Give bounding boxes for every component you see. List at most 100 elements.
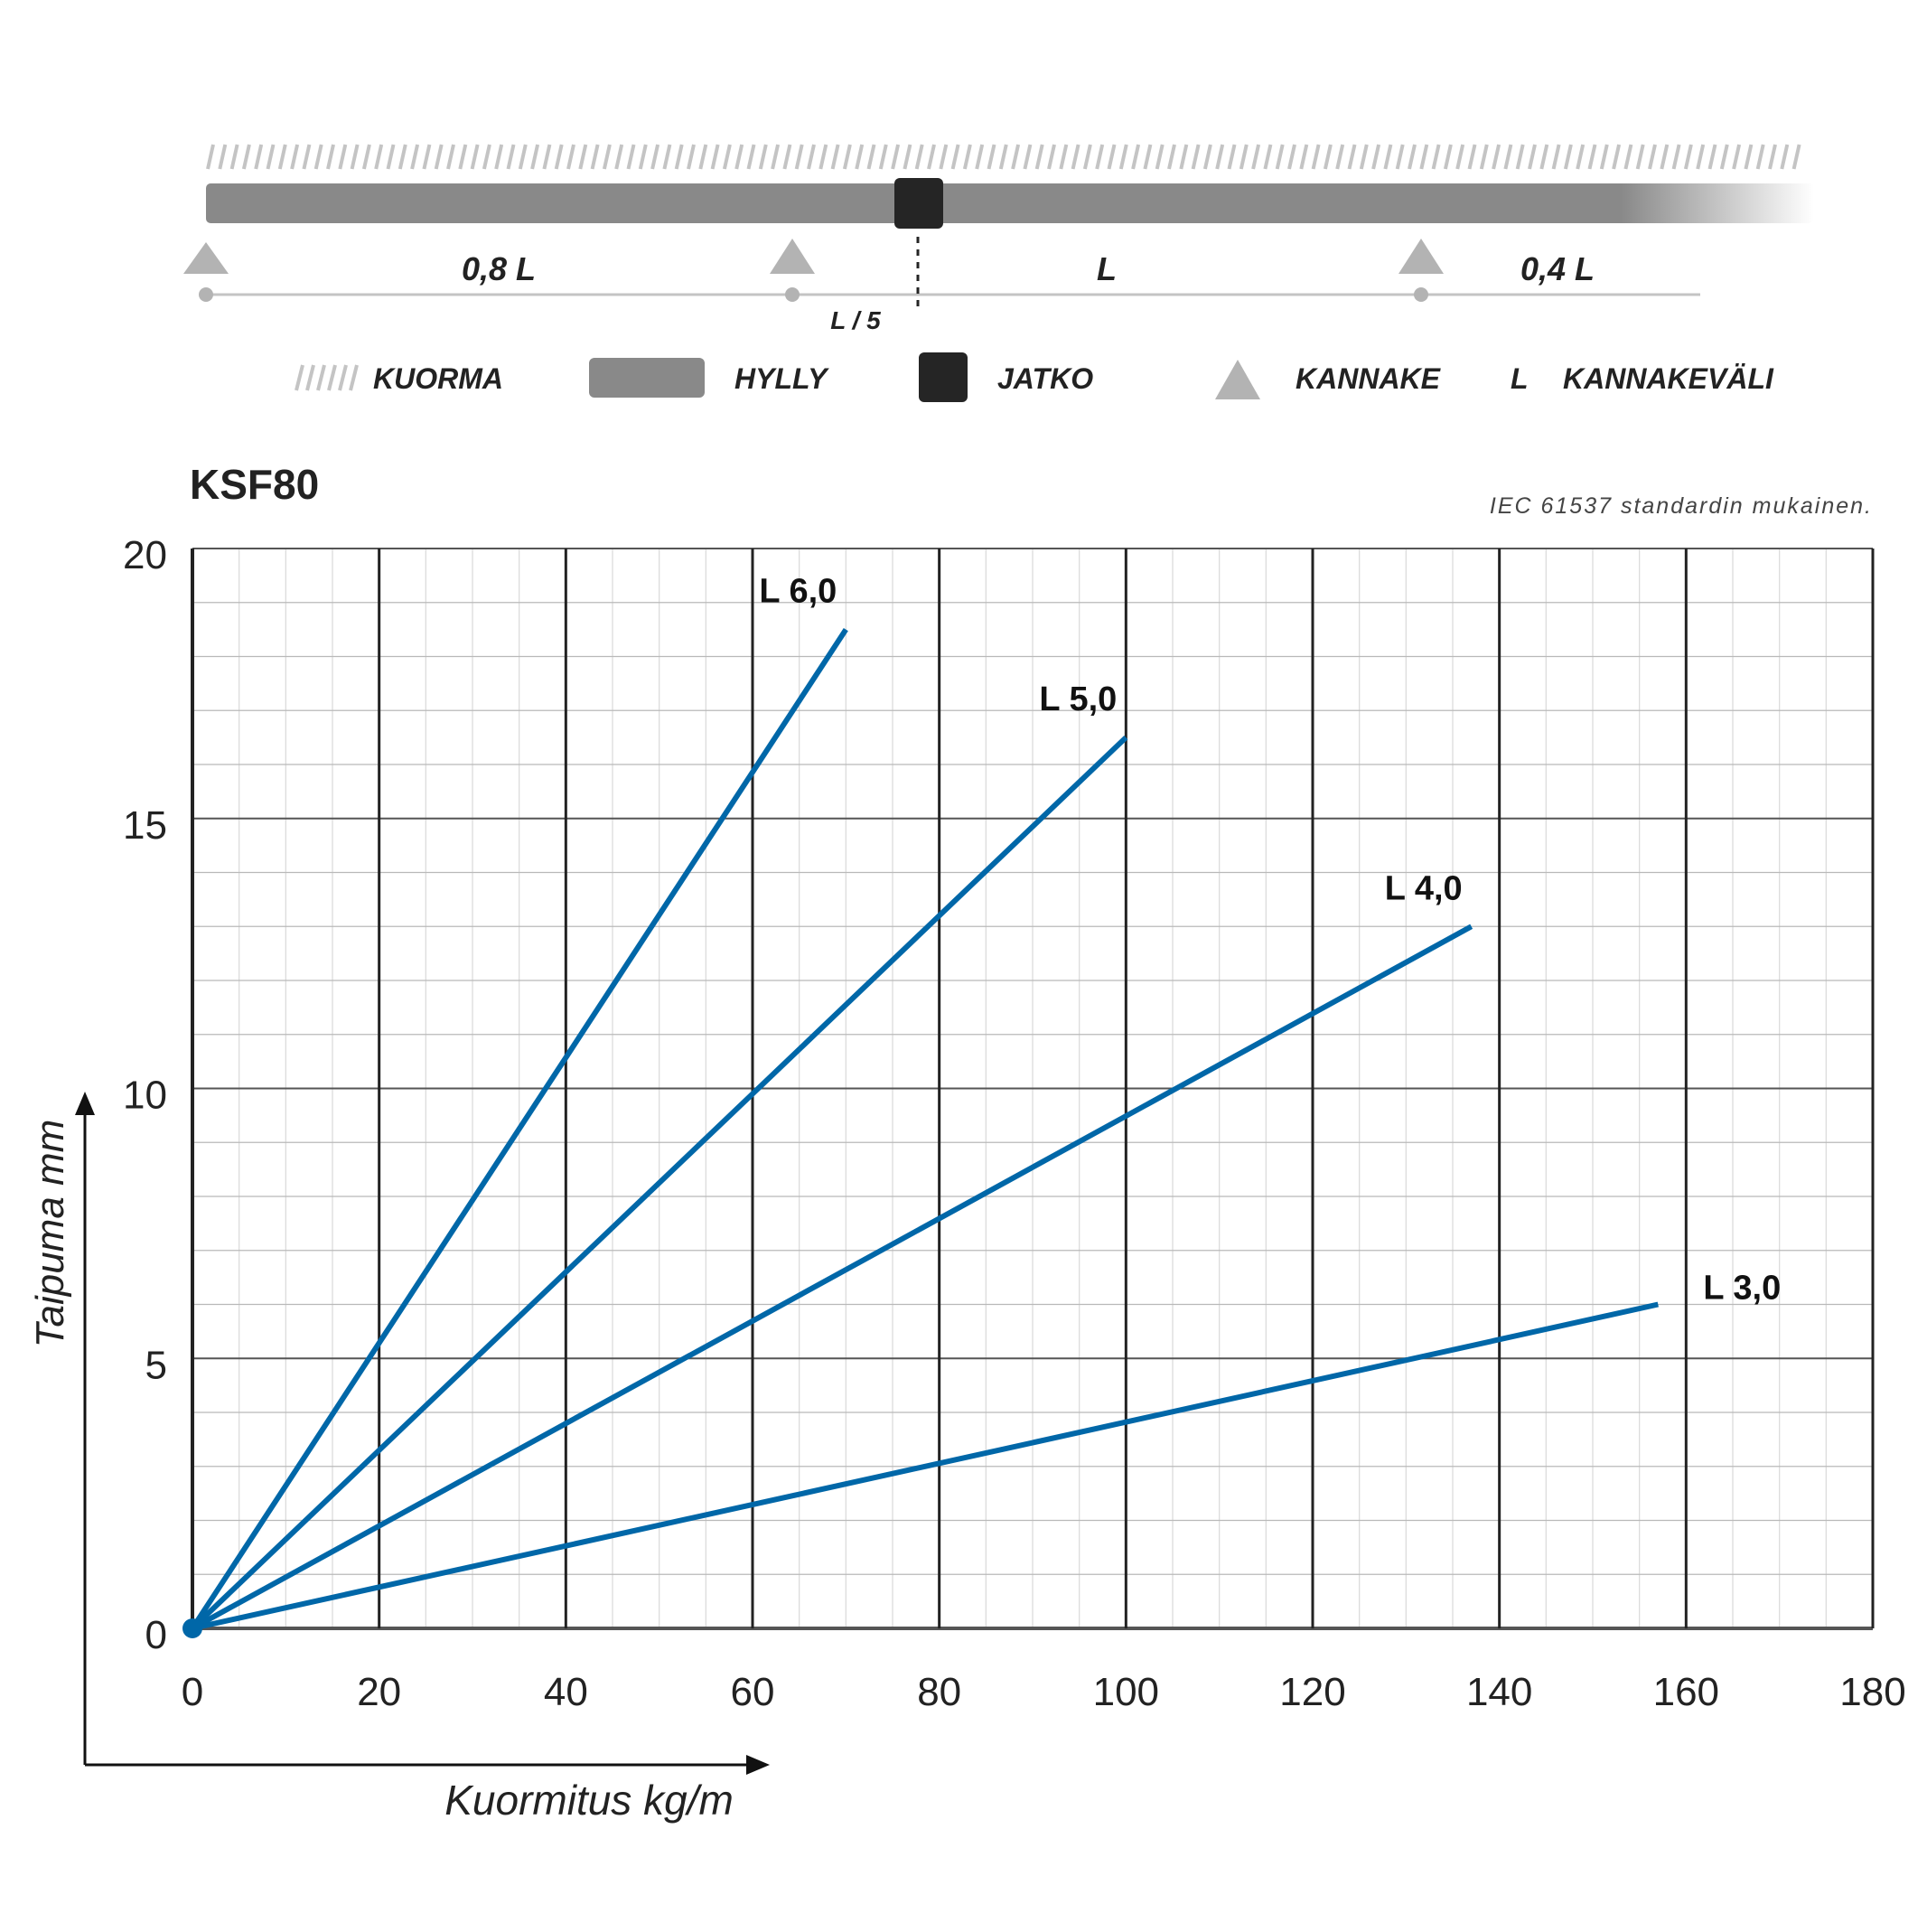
series-label: L 5,0 [1039, 680, 1117, 718]
square-icon [919, 352, 968, 402]
span-marker-1 [199, 287, 213, 302]
origin-point [182, 1618, 202, 1638]
hatch-mark [1023, 144, 1033, 170]
hatch-mark [602, 144, 612, 170]
hatch-mark [662, 144, 672, 170]
hatch-mark [374, 144, 384, 170]
hatch-mark [1563, 144, 1573, 170]
hatch-mark [975, 144, 985, 170]
y-tick-labels: 0 5 10 15 20 [123, 533, 167, 1657]
y-axis-label: Taipuma mm [28, 1120, 72, 1348]
hatch-mark [1371, 144, 1381, 170]
hatch-mark [1095, 144, 1105, 170]
x-tick-label: 120 [1279, 1670, 1345, 1714]
hatch-mark [1071, 144, 1080, 170]
series-label: L 4,0 [1385, 869, 1463, 907]
x-tick-label: 40 [544, 1670, 588, 1714]
x-axis-arrowhead [746, 1755, 770, 1775]
hatch-mark [554, 144, 564, 170]
hatch-mark [349, 364, 359, 391]
hatch-mark [758, 144, 768, 170]
hatch-mark [1671, 144, 1681, 170]
hatch-mark [578, 144, 588, 170]
hatch-mark [410, 144, 420, 170]
hatch-mark [1648, 144, 1657, 170]
series-line [190, 627, 848, 1630]
hatch-mark [1707, 144, 1717, 170]
hatch-mark [1047, 144, 1056, 170]
hatch-mark [1395, 144, 1405, 170]
support-triangle-1 [183, 242, 229, 274]
hatch-mark [338, 144, 348, 170]
series-label: L 6,0 [759, 573, 837, 611]
y-tick-label: 5 [145, 1343, 167, 1387]
hatch-mark [819, 144, 828, 170]
x-tick-label: 140 [1466, 1670, 1532, 1714]
hatch-mark [361, 144, 371, 170]
hatch-mark [674, 144, 684, 170]
hatch-mark [206, 144, 215, 170]
hatch-mark [446, 144, 455, 170]
hatch-mark [518, 144, 528, 170]
hatch-icon [295, 364, 359, 391]
x-tick-label: 0 [182, 1670, 203, 1714]
hatch-mark [241, 144, 251, 170]
hatch-mark [807, 144, 816, 170]
x-tick-label: 80 [917, 1670, 961, 1714]
hatch-mark [1011, 144, 1021, 170]
hatch-mark [1551, 144, 1561, 170]
hatch-mark [326, 144, 335, 170]
hatch-mark [1143, 144, 1153, 170]
span-marker-3 [1414, 287, 1428, 302]
hatch-mark [1732, 144, 1742, 170]
hatch-mark [266, 144, 276, 170]
hatch-mark [1780, 144, 1790, 170]
hatch-mark [1528, 144, 1537, 170]
hatch-mark [746, 144, 756, 170]
x-tick-labels: 0 20 40 60 80 100 120 140 160 180 [182, 1670, 1906, 1714]
hatch-mark [1599, 144, 1609, 170]
hatch-mark [1179, 144, 1189, 170]
hatch-mark [626, 144, 636, 170]
hatch-mark [295, 364, 304, 391]
hatch-mark [1082, 144, 1092, 170]
series-labels: L 6,0 L 5,0 L 4,0 L 3,0 [759, 573, 1781, 1308]
hatch-mark [638, 144, 648, 170]
series-label: L 3,0 [1703, 1270, 1781, 1308]
hatch-mark [1443, 144, 1453, 170]
x-axis-label: Kuormitus kg/m [444, 1777, 734, 1824]
hatch-mark [482, 144, 491, 170]
hatch-mark [1612, 144, 1622, 170]
hatch-mark [722, 144, 732, 170]
hatch-mark [277, 144, 287, 170]
hatch-mark [1311, 144, 1321, 170]
hatch-mark [1515, 144, 1525, 170]
diagram-legend: KUORMA HYLLY JATKO KANNAKE L KANNAKEVÄLI [295, 352, 1774, 402]
hatch-mark [1576, 144, 1586, 170]
hatch-mark [1587, 144, 1597, 170]
hatch-mark [1479, 144, 1489, 170]
hatch-mark [830, 144, 840, 170]
hatch-mark [962, 144, 972, 170]
hatch-mark [687, 144, 696, 170]
hatch-mark [434, 144, 444, 170]
hatch-mark [1744, 144, 1754, 170]
hatch-mark [878, 144, 888, 170]
hatch-mark [386, 144, 396, 170]
y-axis-arrowhead [75, 1092, 95, 1115]
y-tick-label: 10 [123, 1074, 167, 1118]
hatch-mark [350, 144, 360, 170]
series-line [191, 924, 1473, 1631]
chart-grid [191, 548, 1875, 1630]
hatch-mark [313, 144, 323, 170]
y-tick-label: 20 [123, 533, 167, 577]
hatch-mark [305, 364, 315, 391]
hatch-mark [987, 144, 996, 170]
hatch-mark [771, 144, 781, 170]
support-triangle-2 [770, 239, 815, 274]
hatch-mark [1419, 144, 1429, 170]
hatch-mark [1215, 144, 1225, 170]
hatch-mark [1791, 144, 1801, 170]
series-line [192, 1301, 1659, 1631]
